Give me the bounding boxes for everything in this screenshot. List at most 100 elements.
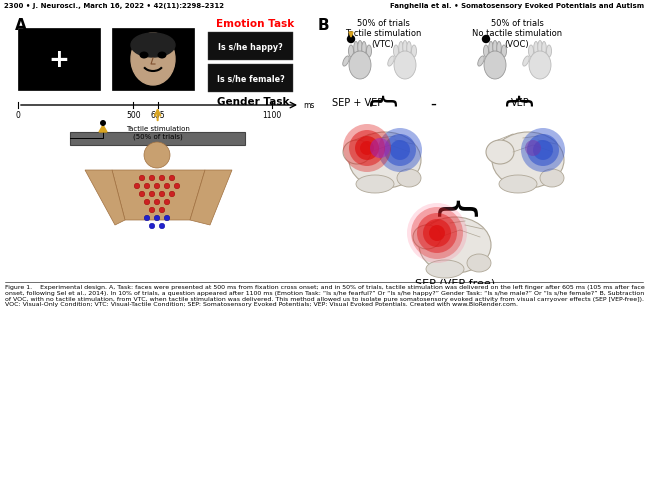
- Circle shape: [347, 36, 354, 43]
- Circle shape: [154, 216, 160, 221]
- Ellipse shape: [426, 261, 464, 278]
- Text: B: B: [318, 18, 330, 33]
- Polygon shape: [349, 33, 353, 38]
- Bar: [208, 65, 293, 93]
- Circle shape: [149, 208, 155, 213]
- Circle shape: [159, 208, 165, 213]
- Ellipse shape: [467, 254, 491, 273]
- Circle shape: [164, 200, 170, 205]
- Ellipse shape: [388, 57, 394, 67]
- Text: 50% of trials
Tactile stimulation
(VTC): 50% of trials Tactile stimulation (VTC): [345, 19, 421, 48]
- Ellipse shape: [349, 46, 354, 58]
- Ellipse shape: [538, 41, 542, 54]
- Text: 605: 605: [150, 111, 165, 120]
- Ellipse shape: [139, 52, 148, 60]
- Ellipse shape: [343, 57, 349, 67]
- Polygon shape: [85, 171, 125, 226]
- Ellipse shape: [540, 169, 564, 188]
- Ellipse shape: [484, 52, 506, 80]
- Text: ms: ms: [303, 101, 314, 110]
- Ellipse shape: [529, 46, 533, 58]
- Circle shape: [159, 224, 165, 229]
- Circle shape: [355, 137, 379, 161]
- Ellipse shape: [534, 42, 538, 55]
- Ellipse shape: [157, 52, 167, 60]
- Polygon shape: [190, 171, 232, 226]
- Text: Gender Task: Gender Task: [216, 97, 289, 107]
- Circle shape: [417, 214, 457, 253]
- Circle shape: [390, 141, 410, 161]
- Ellipse shape: [131, 34, 175, 58]
- Ellipse shape: [483, 46, 489, 58]
- Polygon shape: [112, 171, 205, 220]
- Circle shape: [145, 200, 150, 205]
- Circle shape: [134, 184, 140, 190]
- Circle shape: [525, 141, 541, 156]
- Bar: [18, 29, 100, 91]
- Ellipse shape: [411, 46, 417, 58]
- Ellipse shape: [546, 46, 551, 58]
- Circle shape: [159, 176, 165, 181]
- Ellipse shape: [349, 52, 371, 80]
- Text: Is s/he female?: Is s/he female?: [216, 74, 284, 84]
- Circle shape: [423, 219, 451, 248]
- Text: Figure 1.    Experimental design. A, Task: faces were presented at 500 ms from f: Figure 1. Experimental design. A, Task: …: [5, 285, 645, 307]
- Circle shape: [164, 216, 170, 221]
- Text: SEP + VEP: SEP + VEP: [332, 98, 384, 108]
- Text: 500: 500: [126, 111, 141, 120]
- Ellipse shape: [542, 42, 546, 55]
- Circle shape: [174, 184, 179, 190]
- Circle shape: [149, 176, 155, 181]
- Ellipse shape: [354, 42, 358, 55]
- Ellipse shape: [497, 42, 502, 55]
- Circle shape: [154, 200, 160, 205]
- Ellipse shape: [356, 176, 394, 193]
- Circle shape: [521, 129, 565, 173]
- Text: Figure 1.: Figure 1.: [5, 285, 38, 290]
- Circle shape: [100, 121, 106, 127]
- Text: SEP (VEP free): SEP (VEP free): [415, 277, 495, 288]
- Circle shape: [145, 184, 150, 190]
- Ellipse shape: [343, 141, 371, 165]
- Text: 50% of trials
No tactile stimulation
(VOC): 50% of trials No tactile stimulation (VO…: [472, 19, 562, 48]
- Text: Tactile stimulation
(50% of trials): Tactile stimulation (50% of trials): [126, 126, 190, 139]
- Text: }: }: [368, 88, 396, 106]
- Ellipse shape: [489, 42, 493, 55]
- Circle shape: [159, 192, 165, 197]
- Ellipse shape: [131, 34, 175, 86]
- Text: }: }: [503, 88, 531, 106]
- Ellipse shape: [394, 52, 416, 80]
- Ellipse shape: [502, 46, 507, 58]
- Circle shape: [145, 216, 150, 221]
- Ellipse shape: [478, 57, 484, 67]
- Text: A: A: [15, 18, 27, 33]
- Ellipse shape: [419, 217, 491, 274]
- Circle shape: [429, 226, 445, 241]
- Circle shape: [164, 184, 170, 190]
- Circle shape: [384, 135, 416, 167]
- Ellipse shape: [367, 46, 371, 58]
- Bar: [112, 29, 194, 91]
- Circle shape: [370, 139, 390, 159]
- Circle shape: [407, 204, 467, 264]
- Circle shape: [149, 224, 155, 229]
- Circle shape: [378, 129, 422, 173]
- Ellipse shape: [523, 57, 529, 67]
- Ellipse shape: [358, 41, 362, 54]
- Text: Is s/he happy?: Is s/he happy?: [218, 42, 283, 51]
- Ellipse shape: [403, 41, 407, 54]
- Circle shape: [144, 143, 170, 168]
- Circle shape: [169, 176, 175, 181]
- Text: VEP: VEP: [511, 98, 529, 108]
- Text: Emotion Task: Emotion Task: [216, 19, 294, 29]
- Text: 1100: 1100: [262, 111, 281, 120]
- Ellipse shape: [529, 52, 551, 80]
- Text: -: -: [430, 95, 436, 113]
- Text: +: +: [49, 48, 69, 72]
- Polygon shape: [99, 126, 107, 133]
- Ellipse shape: [362, 42, 366, 55]
- Circle shape: [411, 207, 463, 260]
- Bar: [208, 33, 293, 61]
- Circle shape: [349, 131, 385, 167]
- Circle shape: [343, 125, 391, 173]
